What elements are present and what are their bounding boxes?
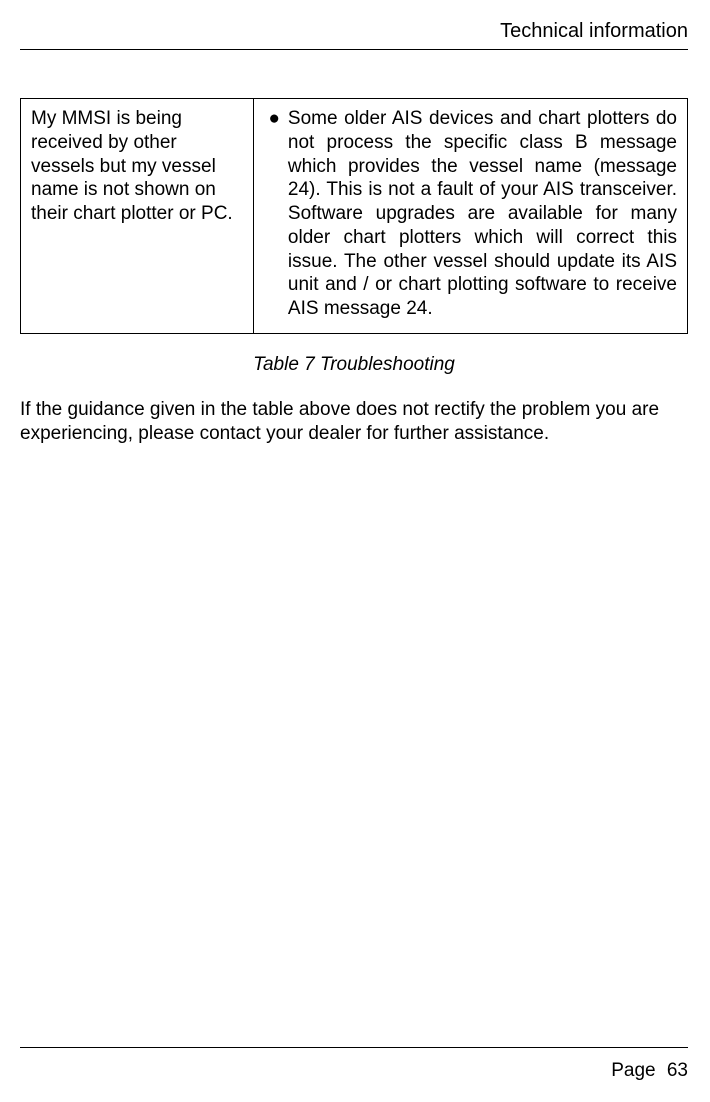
page-label: Page <box>611 1060 655 1081</box>
table-row: My MMSI is being received by other vesse… <box>21 99 688 334</box>
troubleshooting-table: My MMSI is being received by other vesse… <box>20 98 688 334</box>
bullet-text: Some older AIS devices and chart plotter… <box>288 107 677 321</box>
bullet-item: ● Some older AIS devices and chart plott… <box>264 107 677 321</box>
page-footer: Page 63 <box>20 1047 688 1082</box>
issue-cell: My MMSI is being received by other vesse… <box>21 99 254 334</box>
bullet-icon: ● <box>264 107 287 131</box>
page-number: 63 <box>667 1060 688 1081</box>
resolution-cell: ● Some older AIS devices and chart plott… <box>254 99 688 334</box>
table-caption: Table 7 Troubleshooting <box>20 354 688 376</box>
body-paragraph: If the guidance given in the table above… <box>20 398 688 446</box>
content-area: My MMSI is being received by other vesse… <box>20 50 688 1047</box>
page: Technical information My MMSI is being r… <box>0 0 710 1102</box>
page-header-title: Technical information <box>20 20 688 50</box>
